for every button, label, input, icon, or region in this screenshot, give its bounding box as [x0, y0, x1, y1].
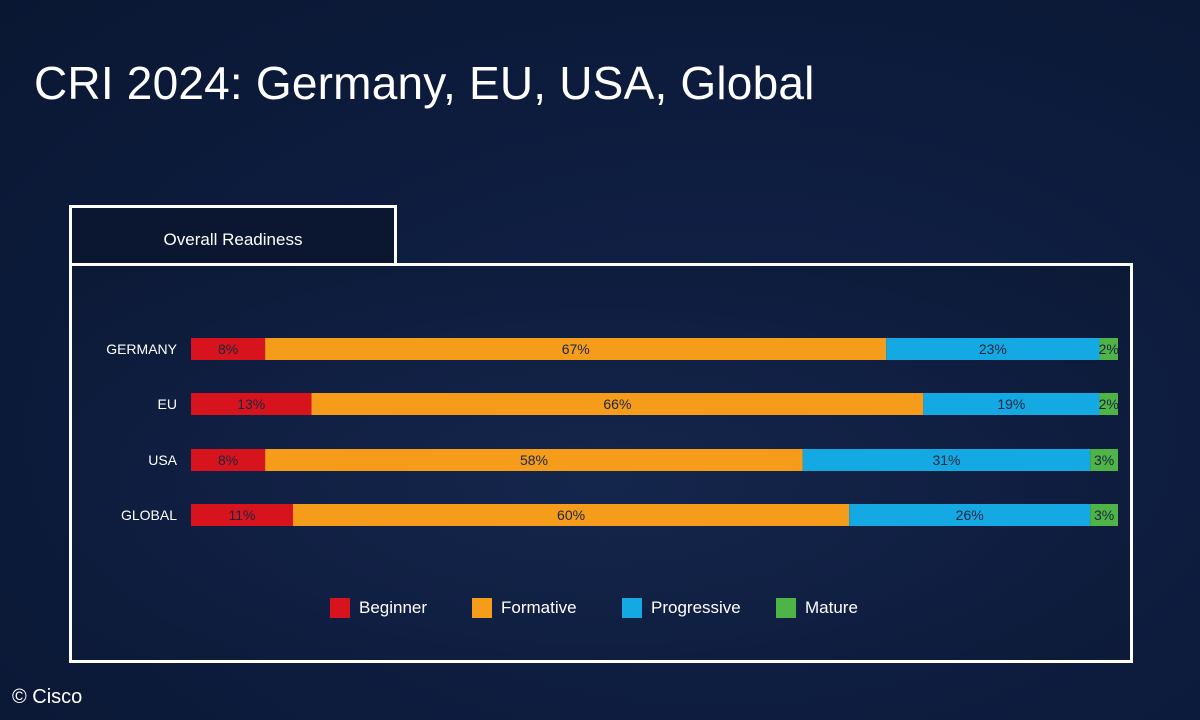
data-label-eu-formative: 66% — [603, 396, 631, 412]
data-label-global-beginner: 11% — [228, 507, 255, 523]
bar-usa-mature[interactable] — [1090, 449, 1118, 471]
legend-label-formative: Formative — [501, 598, 577, 617]
overall-readiness-tab[interactable]: Overall Readiness — [69, 205, 397, 265]
chart-panel: GERMANY 8% 67% 23% 2% EU 13% 66% 19% 2% USA 8% 58% 31… — [69, 263, 1133, 663]
data-label-eu-progressive: 19% — [997, 396, 1025, 412]
legend-label-mature: Mature — [805, 598, 858, 617]
tab-label: Overall Readiness — [163, 230, 303, 249]
category-label-eu: EU — [158, 396, 177, 412]
data-label-eu-beginner: 13% — [237, 396, 265, 412]
data-label-usa-formative: 58% — [520, 452, 548, 468]
data-label-germany-formative: 67% — [562, 341, 590, 357]
bar-germany-beginner[interactable] — [191, 338, 266, 360]
data-label-usa-progressive: 31% — [932, 452, 960, 468]
bar-eu-progressive[interactable] — [923, 393, 1100, 415]
slide-title: CRI 2024: Germany, EU, USA, Global — [34, 57, 815, 109]
legend-swatch-mature — [776, 598, 796, 618]
bar-global-mature[interactable] — [1090, 504, 1118, 526]
bar-global-progressive[interactable] — [849, 504, 1091, 526]
legend-item-formative[interactable]: Formative — [472, 596, 577, 620]
category-label-usa: USA — [148, 452, 177, 468]
data-label-germany-mature: 2% — [1099, 341, 1119, 357]
bar-global-beginner[interactable] — [191, 504, 293, 526]
chart-legend: Beginner Formative Progressive Mature — [72, 596, 1130, 626]
legend-swatch-progressive — [622, 598, 642, 618]
bar-eu-mature[interactable] — [1099, 393, 1118, 415]
legend-label-progressive: Progressive — [651, 598, 741, 617]
bar-usa-formative[interactable] — [265, 449, 803, 471]
legend-item-progressive[interactable]: Progressive — [622, 596, 741, 620]
data-label-global-formative: 60% — [557, 507, 585, 523]
data-label-eu-mature: 2% — [1099, 396, 1119, 412]
category-label-germany: GERMANY — [106, 341, 177, 357]
bar-germany-formative[interactable] — [265, 338, 887, 360]
bar-germany-progressive[interactable] — [886, 338, 1100, 360]
data-label-germany-beginner: 8% — [218, 341, 238, 357]
bar-usa-progressive[interactable] — [802, 449, 1091, 471]
data-label-global-progressive: 26% — [956, 507, 984, 523]
data-label-germany-progressive: 23% — [979, 341, 1007, 357]
stacked-bar-chart: GERMANY 8% 67% 23% 2% EU 13% 66% 19% 2% USA 8% 58% 31… — [106, 338, 1119, 526]
bar-germany-mature[interactable] — [1099, 338, 1118, 360]
legend-item-beginner[interactable]: Beginner — [330, 596, 427, 620]
copyright-notice: © Cisco — [12, 686, 83, 708]
legend-label-beginner: Beginner — [359, 598, 428, 617]
data-label-usa-beginner: 8% — [218, 452, 238, 468]
legend-swatch-formative — [472, 598, 492, 618]
bar-eu-formative[interactable] — [311, 393, 924, 415]
bar-global-formative[interactable] — [292, 504, 850, 526]
bar-eu-beginner[interactable] — [191, 393, 312, 415]
legend-swatch-beginner — [330, 598, 350, 618]
data-label-usa-mature: 3% — [1094, 452, 1114, 468]
legend-item-mature[interactable]: Mature — [776, 596, 858, 620]
category-label-global: GLOBAL — [121, 507, 177, 523]
data-label-global-mature: 3% — [1094, 507, 1114, 523]
bar-usa-beginner[interactable] — [191, 449, 266, 471]
